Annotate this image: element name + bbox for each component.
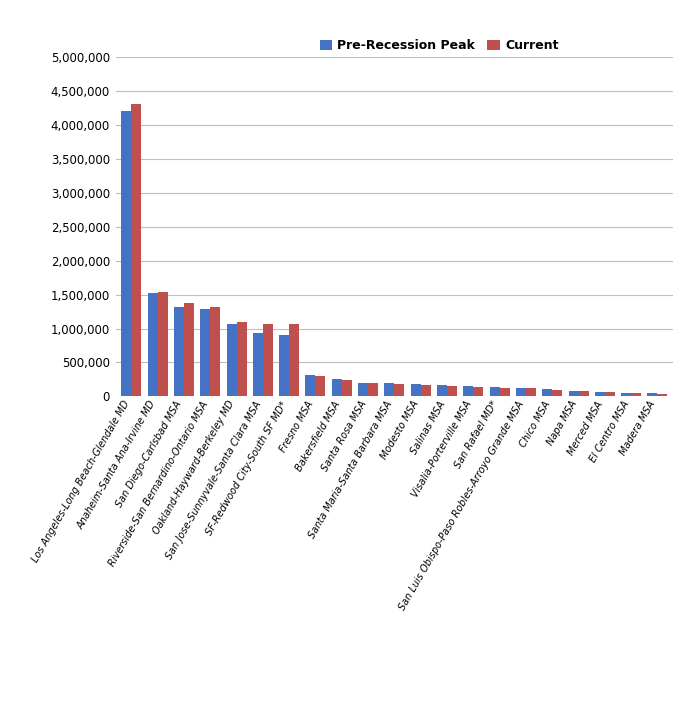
Bar <box>552 389 562 396</box>
Bar <box>316 377 326 396</box>
Legend: Pre-Recession Peak, Current: Pre-Recession Peak, Current <box>315 34 564 57</box>
Bar <box>342 379 352 396</box>
Bar <box>148 293 158 396</box>
Bar <box>579 392 588 396</box>
Bar <box>463 387 473 396</box>
Bar <box>131 103 141 396</box>
Bar <box>411 384 421 396</box>
Bar <box>437 385 447 396</box>
Bar <box>279 335 289 396</box>
Bar <box>631 393 641 396</box>
Bar <box>210 307 220 396</box>
Bar <box>158 292 168 396</box>
Bar <box>647 394 658 396</box>
Bar <box>263 324 273 396</box>
Bar <box>122 111 131 396</box>
Bar <box>184 303 194 396</box>
Bar <box>526 389 536 396</box>
Bar <box>368 383 378 396</box>
Bar <box>500 388 509 396</box>
Bar <box>447 386 457 396</box>
Bar <box>384 383 394 396</box>
Bar <box>421 385 430 396</box>
Bar <box>237 322 247 396</box>
Bar <box>658 394 667 396</box>
Bar <box>394 384 405 396</box>
Bar <box>595 392 605 396</box>
Bar <box>542 389 552 396</box>
Bar <box>621 392 631 396</box>
Bar <box>305 375 316 396</box>
Bar <box>201 309 210 396</box>
Bar <box>605 392 615 396</box>
Bar <box>289 324 299 396</box>
Bar <box>358 383 368 396</box>
Bar <box>568 391 579 396</box>
Bar <box>516 388 526 396</box>
Bar <box>490 387 500 396</box>
Bar <box>174 307 184 396</box>
Bar <box>332 379 342 396</box>
Bar <box>253 333 263 396</box>
Bar <box>473 387 483 396</box>
Bar <box>226 324 237 396</box>
